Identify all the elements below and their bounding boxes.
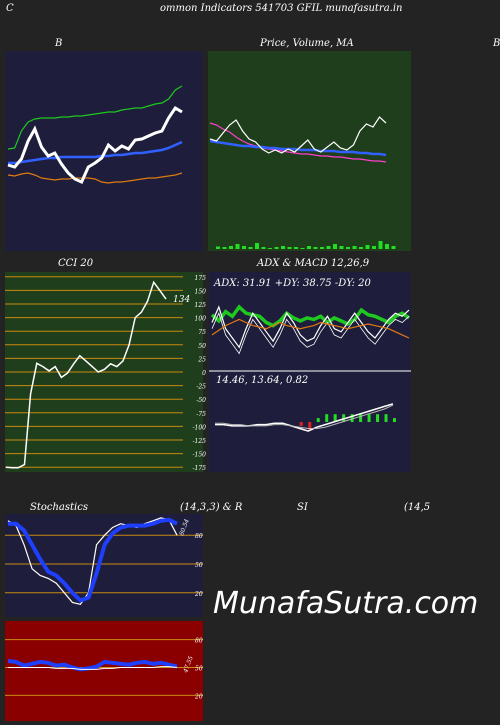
price-volume-label: Price, Volume, MA bbox=[260, 38, 354, 49]
volume-bar bbox=[261, 247, 266, 249]
volume-bar bbox=[216, 246, 220, 249]
adx-adx-line bbox=[210, 304, 410, 328]
volume-bar bbox=[385, 244, 389, 249]
cci-line bbox=[5, 280, 167, 469]
volume-bar bbox=[294, 247, 298, 249]
cci-tick-label: -125 bbox=[193, 438, 207, 445]
volume-bar bbox=[255, 243, 259, 249]
cci-tick-label: 75 bbox=[198, 329, 206, 336]
cci-tick-label: -75 bbox=[196, 411, 206, 418]
volume-bar bbox=[287, 247, 292, 249]
bb-lower-line bbox=[7, 172, 183, 184]
bb-upper-line bbox=[7, 85, 183, 150]
stochastics-label: Stochastics bbox=[30, 502, 88, 513]
cci-tick-label: 175 bbox=[195, 275, 207, 282]
volume-bar bbox=[242, 246, 246, 249]
volume-bar bbox=[307, 246, 311, 249]
adx-values: ADX: 31.91 +DY: 38.75 -DY: 20 bbox=[214, 278, 371, 289]
cci-tick-label: -150 bbox=[193, 452, 207, 459]
bollinger-panel bbox=[5, 51, 203, 251]
volume-bar bbox=[352, 246, 357, 249]
macd-histogram-bar bbox=[376, 414, 380, 422]
cci-label: CCI 20 bbox=[58, 258, 94, 269]
page-title-prefix: C bbox=[6, 3, 14, 14]
adx-+dy-line bbox=[211, 305, 410, 349]
cci-tick-label: 150 bbox=[195, 288, 207, 295]
macd-values: 14.46, 13.64, 0.82 bbox=[216, 375, 309, 386]
volume-bar bbox=[281, 246, 285, 249]
stoch-tick-label: 20 bbox=[194, 591, 203, 598]
rsi-params: (14,5 bbox=[404, 502, 431, 513]
rsi-label: SI bbox=[297, 502, 308, 513]
price-volume-panel bbox=[208, 51, 411, 251]
volume-bar bbox=[274, 247, 279, 249]
macd-histogram-bar bbox=[367, 414, 371, 422]
volume-bar bbox=[229, 246, 233, 249]
rsi-rsi-line bbox=[7, 659, 178, 672]
pv-price-line bbox=[209, 116, 387, 154]
volume-bar bbox=[365, 245, 370, 249]
cci-tick-label: 100 bbox=[195, 316, 207, 323]
macd-histogram-bar bbox=[342, 414, 346, 422]
cci-tick-label: -50 bbox=[196, 397, 206, 404]
volume-bar bbox=[372, 246, 376, 249]
cci-tick-label: -175 bbox=[193, 465, 207, 472]
adx-panel bbox=[209, 272, 411, 472]
volume-bar bbox=[235, 244, 240, 249]
pv-ma_pink-line bbox=[209, 122, 387, 163]
macd-signal-line bbox=[215, 404, 394, 429]
rsi-tick-label: 20 bbox=[194, 693, 203, 700]
volume-bar bbox=[333, 244, 337, 249]
macd-histogram-bar bbox=[350, 414, 354, 422]
volume-bar bbox=[313, 247, 318, 249]
macd-histogram-bar bbox=[393, 418, 396, 422]
macd-histogram-bar bbox=[308, 422, 312, 430]
macd-histogram-bar bbox=[333, 414, 337, 422]
macd-histogram-bar bbox=[299, 422, 303, 426]
cci-tick-label: 125 bbox=[195, 302, 207, 309]
stoch-tick-label: 80 bbox=[195, 533, 203, 540]
adx-macd-label: ADX & MACD 12,26,9 bbox=[257, 258, 370, 269]
volume-bar bbox=[248, 247, 253, 249]
macd-histogram-bar bbox=[359, 414, 363, 422]
volume-bar bbox=[222, 247, 227, 249]
stoch-tick-label: 50 bbox=[195, 562, 203, 569]
right-edge-label: B bbox=[493, 38, 500, 49]
volume-bar bbox=[326, 246, 331, 249]
adx-dy-line bbox=[211, 312, 410, 355]
rsi-tick-label: 80 bbox=[195, 638, 203, 645]
rsi-ma-line bbox=[8, 666, 178, 670]
bb-middle-line bbox=[8, 140, 183, 165]
volume-bar bbox=[268, 248, 272, 249]
stochastics-params: (14,3,3) & R bbox=[180, 502, 243, 513]
cci-tick-label: -100 bbox=[193, 424, 207, 431]
cci-last-value: 134 bbox=[173, 295, 190, 305]
volume-bar bbox=[320, 247, 324, 249]
cci-tick-label: 0 bbox=[202, 370, 206, 377]
macd-line bbox=[215, 403, 394, 432]
volume-bar bbox=[391, 246, 396, 249]
adx--dy-line bbox=[211, 318, 410, 339]
bb-price-line bbox=[7, 105, 183, 184]
macd-histogram-bar bbox=[384, 414, 388, 422]
cci-panel: 175 150 125 100 75 50 25 0 -25 -50 -75 -100 -125 -150… bbox=[5, 272, 207, 472]
cci-tick-label: -25 bbox=[196, 384, 206, 391]
cci-tick-label: 25 bbox=[197, 356, 206, 363]
page-title: ommon Indicators 541703 GFIL munafasutra… bbox=[160, 3, 403, 14]
volume-bar bbox=[378, 241, 383, 249]
volume-bar bbox=[346, 247, 350, 249]
volume-bar bbox=[359, 247, 363, 249]
cci-tick-label: 50 bbox=[198, 343, 206, 350]
bollinger-label: B bbox=[55, 38, 63, 49]
watermark: MunafaSutra.com bbox=[213, 586, 479, 621]
volume-bar bbox=[339, 246, 344, 249]
rsi-tick-label: 50 bbox=[195, 666, 203, 673]
stoch-k-line bbox=[7, 517, 178, 605]
stoch-d-line bbox=[8, 517, 178, 603]
macd-histogram-bar bbox=[325, 414, 329, 422]
macd-histogram-bar bbox=[316, 418, 320, 422]
volume-bar bbox=[300, 248, 305, 249]
